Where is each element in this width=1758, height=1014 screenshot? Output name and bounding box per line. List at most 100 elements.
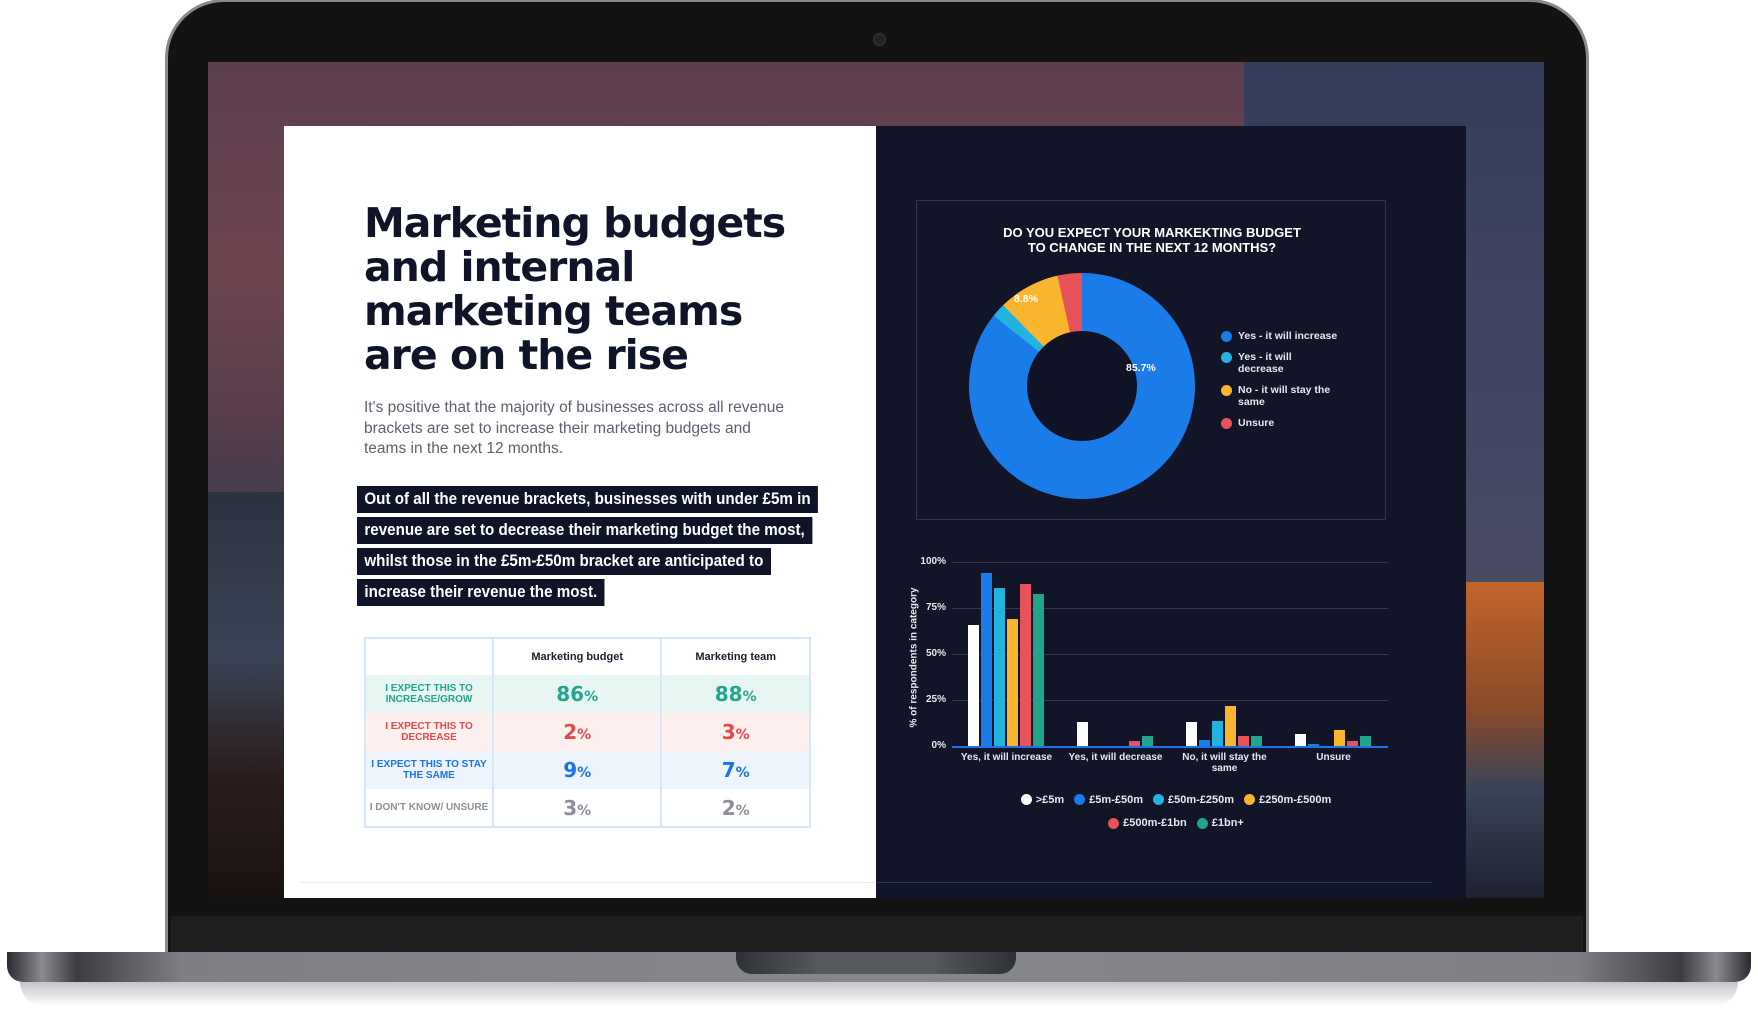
intro-paragraph: It's positive that the majority of busin… xyxy=(364,399,784,457)
bar xyxy=(1238,735,1249,746)
gridline xyxy=(952,562,1388,563)
legend-item-unsure: Unsure xyxy=(1221,417,1371,429)
bar-chart-legend: >£5m £5m-£50m £50m-£250m £250m-£500m £500m-£… xyxy=(966,792,1386,839)
legend-dot-icon xyxy=(1221,352,1232,363)
legend-label: £50m-£250m xyxy=(1168,793,1235,806)
donut-chart xyxy=(969,273,1195,499)
legend-item-stay: No - it will stay the same xyxy=(1221,384,1371,408)
donut-hole xyxy=(1027,331,1137,441)
bar xyxy=(994,587,1005,746)
y-tick: 100% xyxy=(920,556,946,567)
bar xyxy=(1186,722,1197,746)
bar xyxy=(1212,721,1223,746)
wallpaper-mountain-left xyxy=(208,492,288,898)
bar-group xyxy=(1061,562,1170,746)
callout-line: revenue are set to decrease their market… xyxy=(357,517,813,544)
donut-legend: Yes - it will increase Yes - it will dec… xyxy=(1221,330,1371,438)
callout-line: increase their revenue the most. xyxy=(357,579,605,606)
legend-label: >£5m xyxy=(1035,793,1065,806)
legend-item-increase: Yes - it will increase xyxy=(1221,330,1371,342)
legend-label: £250m-£500m xyxy=(1259,793,1332,806)
row-label: I EXPECT THIS TO DECREASE xyxy=(364,713,493,751)
bar xyxy=(1360,735,1371,746)
x-tick-label: No, it will stay the same xyxy=(1182,752,1267,774)
y-tick: 0% xyxy=(931,740,946,751)
legend-item: £250m-£500m xyxy=(1244,794,1331,806)
gridline xyxy=(952,700,1388,701)
legend-dot-icon xyxy=(1221,418,1232,429)
legend-item: >£5m xyxy=(1020,793,1065,806)
bar xyxy=(968,624,979,746)
legend-item: £500m-£1bn xyxy=(1108,817,1187,829)
table-row: I DON'T KNOW/ UNSURE 3% 2% xyxy=(364,789,810,827)
laptop-notch xyxy=(736,952,1016,974)
bar xyxy=(1334,730,1345,746)
bar xyxy=(1007,619,1018,746)
x-tick-label: Yes, it will increase xyxy=(960,752,1053,763)
page-divider xyxy=(876,882,1432,883)
budget-value: 9% xyxy=(491,751,662,789)
row-label: I DON'T KNOW/ UNSURE xyxy=(364,789,493,827)
y-tick: 25% xyxy=(925,694,946,705)
table-row: I EXPECT THIS TO STAY THE SAME 9% 7% xyxy=(364,751,810,789)
bar xyxy=(1033,594,1044,746)
bar-group xyxy=(1279,562,1388,746)
table-header-budget: Marketing budget xyxy=(491,638,662,675)
legend-dot-icon xyxy=(1244,794,1256,805)
bar xyxy=(1308,744,1319,746)
budget-value: 2% xyxy=(491,713,662,751)
budget-value: 86% xyxy=(491,675,662,713)
bar-group xyxy=(952,562,1061,746)
laptop-chin xyxy=(171,916,1583,952)
bar xyxy=(981,573,992,746)
team-value: 2% xyxy=(660,789,810,827)
table-header-team: Marketing team xyxy=(660,638,810,675)
legend-dot-icon xyxy=(1153,794,1165,805)
bar-plot-area: 100% 75% 50% 25% 0% Yes, it will increas… xyxy=(920,556,1388,774)
x-axis xyxy=(952,746,1388,748)
page-title: Marketing budgets and internal marketing… xyxy=(364,199,786,379)
bar xyxy=(1199,739,1210,746)
team-value: 3% xyxy=(660,713,810,751)
report-page-left: Marketing budgets and internal marketing… xyxy=(284,126,876,898)
y-tick: 75% xyxy=(925,602,946,613)
legend-item: £50m-£250m xyxy=(1153,794,1234,806)
bar xyxy=(1077,722,1088,746)
legend-label: £5m-£50m xyxy=(1089,793,1144,806)
bar xyxy=(1347,741,1358,746)
budget-value: 3% xyxy=(491,789,662,827)
bar xyxy=(1020,584,1031,746)
legend-dot-icon xyxy=(1074,794,1086,805)
legend-label: £500m-£1bn xyxy=(1123,817,1187,829)
report-page-right: DO YOU EXPECT YOUR MARKEKTING BUDGET TO … xyxy=(876,126,1466,898)
callout-line: Out of all the revenue brackets, busines… xyxy=(357,486,818,513)
bar-group xyxy=(1170,562,1279,746)
bar xyxy=(1225,706,1236,746)
bar xyxy=(1142,735,1153,746)
row-label: I EXPECT THIS TO INCREASE/GROW xyxy=(364,675,493,713)
legend-dot-icon xyxy=(1221,331,1232,342)
x-tick-label: Unsure xyxy=(1316,752,1351,763)
bar xyxy=(1251,735,1262,746)
donut-label-increase: 85.7% xyxy=(1126,362,1156,374)
legend-dot-icon xyxy=(1108,817,1120,829)
table-header-row: Marketing budget Marketing team xyxy=(364,638,810,675)
gridline xyxy=(952,608,1388,609)
donut-chart-title: DO YOU EXPECT YOUR MARKEKTING BUDGET TO … xyxy=(1003,225,1301,255)
x-tick-label: Yes, it will decrease xyxy=(1068,752,1163,763)
y-tick: 50% xyxy=(925,648,946,659)
legend-dot-icon xyxy=(1020,794,1032,805)
legend-dot-icon xyxy=(1221,385,1232,396)
gridline xyxy=(952,654,1388,655)
legend-dot-icon xyxy=(1196,817,1208,829)
callout-line: whilst those in the £5m-£50m bracket are… xyxy=(357,548,771,575)
page-divider xyxy=(300,882,876,883)
laptop-shadow xyxy=(20,982,1738,1006)
team-value: 7% xyxy=(660,751,810,789)
bar-chart: % of respondents in category 100% 75% 50… xyxy=(896,546,1416,846)
legend-item-decrease: Yes - it will decrease xyxy=(1221,351,1371,375)
legend-item: £1bn+ xyxy=(1196,817,1244,829)
team-value: 88% xyxy=(660,675,810,713)
table-row: I EXPECT THIS TO DECREASE 2% 3% xyxy=(364,713,810,751)
